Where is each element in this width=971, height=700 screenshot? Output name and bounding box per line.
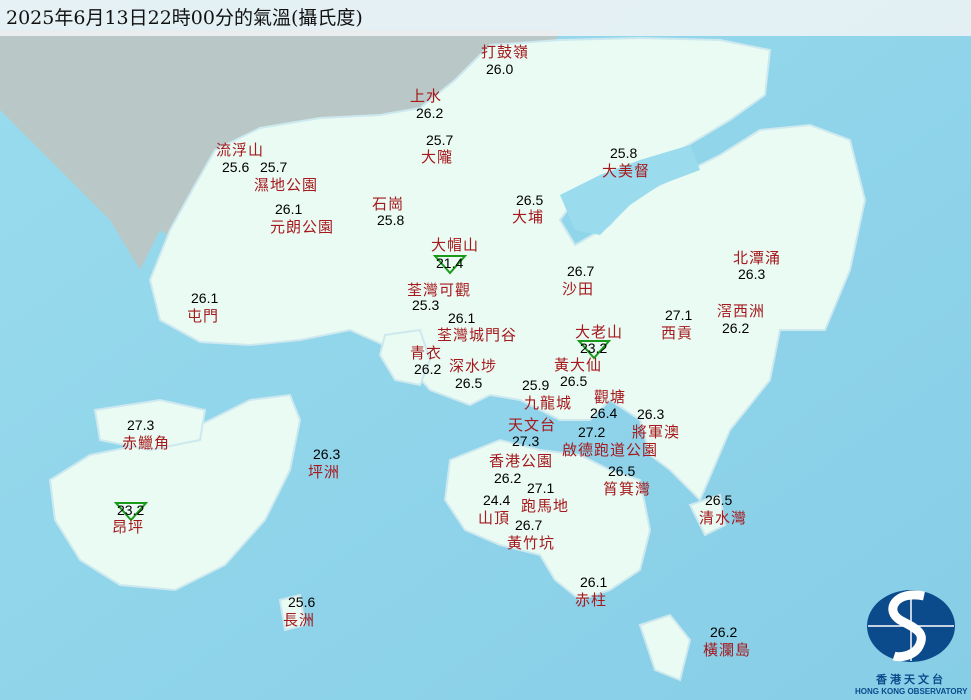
station-temperature: 26.2 [710,624,738,640]
hko-logo: 香港天文台 HONG KONG OBSERVATORY [855,588,967,698]
station-name: 橫瀾島 [703,641,752,659]
station-name: 筲箕灣 [603,480,652,498]
station-temperature: 26.0 [486,61,514,77]
min-temp-triangle-icon [577,340,611,360]
station-temperature: 26.5 [455,375,483,391]
hko-emblem-icon [867,590,955,662]
station-temperature: 27.3 [127,417,155,433]
station-name: 元朗公園 [270,218,335,236]
station-temperature: 21.4 [436,255,464,271]
station-name: 西貢 [661,324,694,342]
station-temperature: 23.2 [580,340,608,356]
station-name: 荃灣可觀 [407,281,472,299]
station-name: 赤鱲角 [122,434,171,452]
station-temperature: 26.1 [275,201,303,217]
logo-name-en: HONG KONG OBSERVATORY [855,687,968,696]
station-temperature: 25.7 [426,132,454,148]
station-temperature: 26.5 [516,192,544,208]
station-name: 黃竹坑 [507,534,556,552]
station-temperature: 25.8 [610,145,638,161]
min-temp-triangle-icon [433,255,467,275]
station-temperature: 26.1 [580,574,608,590]
station-name: 香港公園 [489,452,554,470]
station-temperature: 24.4 [483,492,511,508]
station-temperature: 25.7 [260,159,288,175]
station-temperature: 25.6 [288,594,316,610]
station-name: 跑馬地 [521,497,570,515]
station-name: 長洲 [283,611,316,629]
station-name: 荃灣城門谷 [437,326,518,344]
station-temperature: 26.3 [313,446,341,462]
station-temperature: 25.8 [377,212,405,228]
station-temperature: 27.1 [665,307,693,323]
min-temp-triangle-icon [114,502,148,522]
station-temperature: 26.3 [738,266,766,282]
station-temperature: 26.2 [416,105,444,121]
station-name: 清水灣 [699,509,748,527]
station-temperature: 26.3 [637,406,665,422]
station-name: 青衣 [410,344,443,362]
station-name: 將軍澳 [632,423,681,441]
station-temperature: 26.2 [722,320,750,336]
logo-name-zh: 香港天文台 [876,673,946,686]
station-name: 大老山 [575,323,624,341]
station-name: 打鼓嶺 [481,43,530,61]
station-name: 啟德跑道公園 [562,441,659,459]
station-temperature: 26.5 [705,492,733,508]
station-name: 山頂 [478,509,511,527]
station-name: 大隴 [421,148,454,166]
station-name: 大埔 [512,208,545,226]
station-temperature: 26.2 [414,361,442,377]
station-temperature: 26.7 [567,263,595,279]
station-temperature: 25.9 [522,377,550,393]
station-temperature: 25.3 [412,297,440,313]
station-name: 觀塘 [594,388,627,406]
airport-island [93,398,207,452]
cheung-chau [278,593,307,632]
station-name: 石崗 [372,195,405,213]
station-name: 大帽山 [431,236,480,254]
station-temperature: 25.6 [222,159,250,175]
station-name: 北潭涌 [733,249,782,267]
hong-kong-island [443,438,652,602]
station-name: 上水 [410,87,443,105]
station-name: 濕地公園 [254,176,319,194]
islands-east [688,493,727,537]
new-territories-kowloon [148,36,867,502]
station-name: 黃大仙 [554,356,603,374]
station-name: 滘西洲 [717,302,766,320]
station-temperature: 26.1 [191,290,219,306]
station-temperature: 26.7 [515,517,543,533]
station-temperature: 27.3 [512,433,540,449]
station-name: 大美督 [602,162,651,180]
station-temperature: 26.5 [560,373,588,389]
station-name: 沙田 [562,280,595,298]
station-name: 流浮山 [216,141,265,159]
station-name: 九龍城 [524,394,573,412]
map-title: 2025年6月13日22時00分的氣溫(攝氏度) [0,0,971,36]
station-name: 深水埗 [449,357,498,375]
tolo-harbour-water [560,145,700,235]
station-name: 屯門 [187,307,220,325]
station-temperature: 27.1 [527,480,555,496]
shenzhen-area [0,30,560,270]
station-name: 昂坪 [112,518,145,536]
tsing-yi-island [378,328,432,387]
station-temperature: 26.1 [448,310,476,326]
station-temperature: 27.2 [578,424,606,440]
station-name: 赤柱 [575,591,608,609]
station-temperature: 23.2 [117,502,145,518]
station-temperature: 26.2 [494,470,522,486]
islands-south [638,613,692,682]
station-name: 天文台 [508,416,557,434]
station-temperature: 26.5 [608,463,636,479]
station-name: 坪洲 [308,463,341,481]
station-temperature: 26.4 [590,405,618,421]
